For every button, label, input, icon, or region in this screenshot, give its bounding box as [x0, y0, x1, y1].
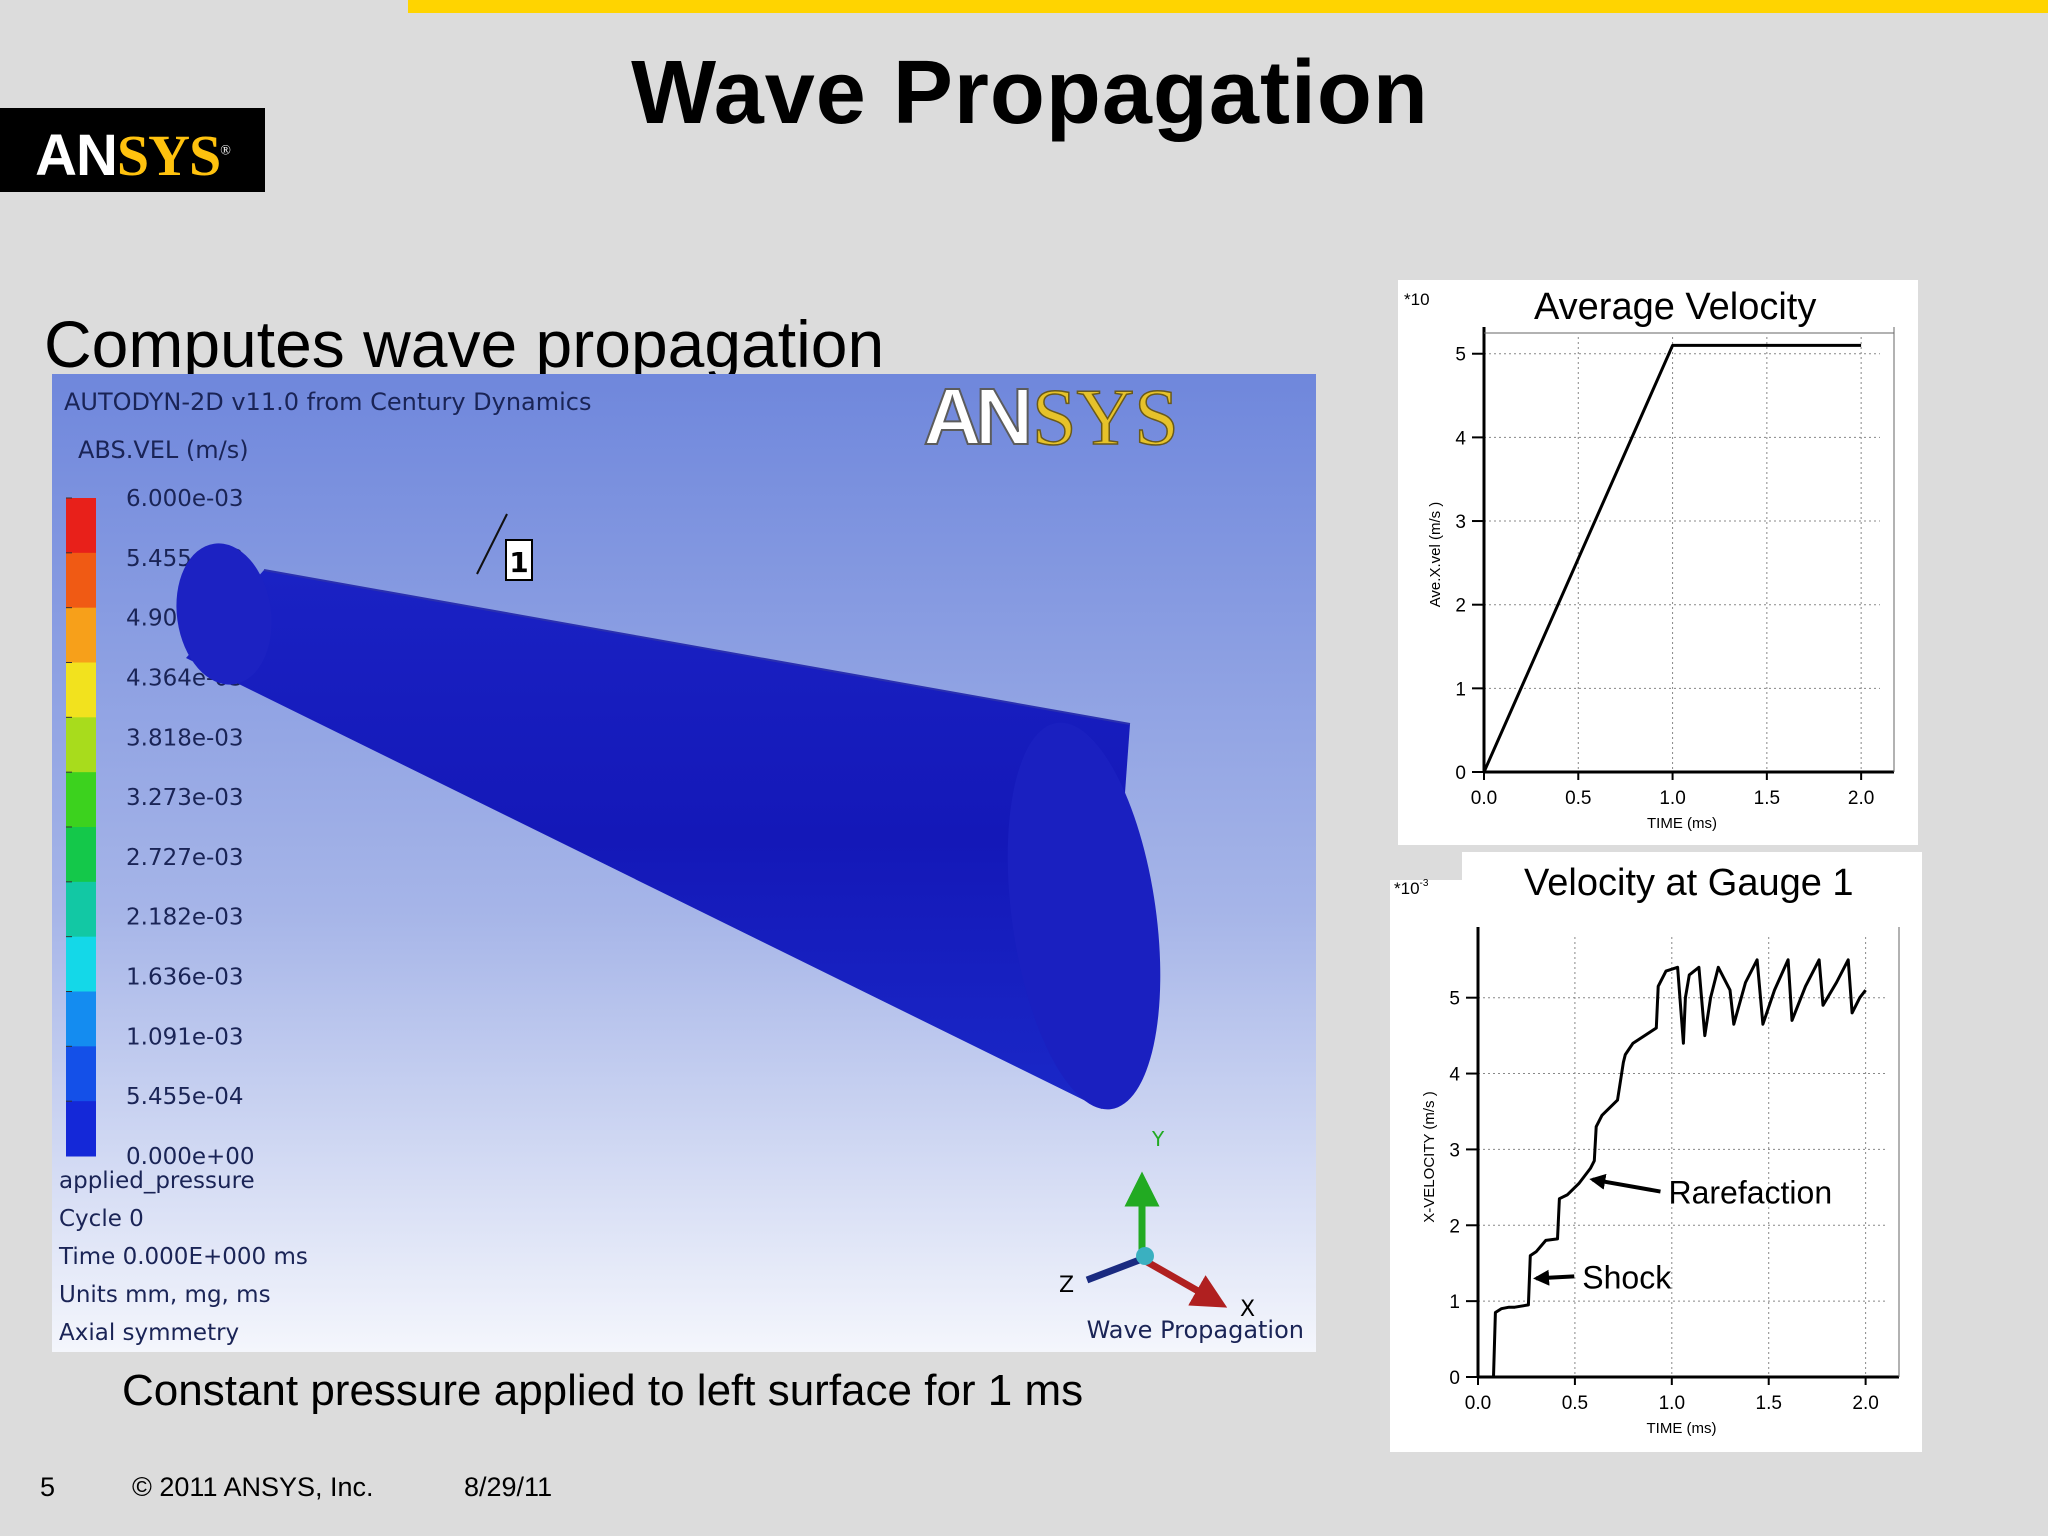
y-tick-label: 3: [1449, 1140, 1460, 1161]
gauge-velocity-chart: Velocity at Gauge 1 0.0 0.5 1.0 1.5 2.0 0 1 2 3 4…: [1390, 852, 1922, 1452]
legend-value-label: 2.727e-03: [126, 845, 244, 871]
average-velocity-chart: Average Velocity 0.0 0.5 1.0 1.5 2.0 0 1 2 3 4 5 TI…: [1398, 280, 1918, 845]
y-exponent: -3: [1420, 878, 1429, 889]
y-tick-label: 3: [1455, 512, 1466, 533]
y-tick-label: 2: [1455, 596, 1466, 617]
y-tick-label: 4: [1449, 1065, 1460, 1086]
legend-value-label: 0.000e+00: [126, 1144, 255, 1170]
y-axis-label: Ave.X.vel (m/s ): [1427, 502, 1444, 608]
cylinder-mesh: [176, 543, 1161, 1110]
simulation-view: AUTODYN-2D v11.0 from Century Dynamics A…: [52, 374, 1316, 1352]
gauge-label: 1: [509, 546, 528, 579]
simulation-info-line: Time 0.000E+000 ms: [58, 1244, 308, 1270]
simulation-footer-label: Wave Propagation: [1087, 1316, 1304, 1344]
chart-title: Velocity at Gauge 1: [1524, 862, 1854, 904]
logo-registered-mark: ®: [220, 143, 231, 159]
y-tick-label: 1: [1449, 1292, 1460, 1313]
simulation-info-line: Cycle 0: [59, 1206, 144, 1232]
legend-color-swatch: [66, 827, 96, 883]
x-tick-label: 1.5: [1756, 1393, 1782, 1414]
x-tick-label: 0.5: [1565, 788, 1591, 809]
legend-value-label: 1.636e-03: [126, 965, 244, 991]
legend-color-swatch: [66, 936, 96, 992]
x-tick-label: 2.0: [1848, 788, 1874, 809]
y-multiplier-label: *10-3: [1394, 878, 1429, 898]
legend-value-label: 2.182e-03: [126, 905, 244, 931]
legend-value-label: 6.000e-03: [126, 486, 244, 512]
slide-caption: Constant pressure applied to left surfac…: [122, 1366, 1084, 1415]
logo-part1: AN: [35, 123, 118, 188]
legend-value-label: 3.818e-03: [126, 725, 244, 751]
top-accent-bar: [408, 0, 2048, 13]
y-tick-label: 5: [1455, 345, 1466, 366]
legend-color-swatch: [66, 1046, 96, 1102]
legend-color-swatch: [66, 607, 96, 663]
simulation-info-line: Axial symmetry: [59, 1320, 239, 1346]
axis-label-y: Y: [1151, 1127, 1165, 1151]
chart-title: Average Velocity: [1534, 286, 1817, 328]
average-velocity-plot: 0.0 0.5 1.0 1.5 2.0 0 1 2 3 4 5 TIME (ms) Ave.X.vel …: [1404, 290, 1895, 832]
slide-subtitle: Computes wave propagation: [44, 307, 885, 381]
series-line: [1482, 343, 1862, 773]
legend-color-swatch: [66, 991, 96, 1047]
legend-color-swatch: [66, 552, 96, 609]
y-multiplier-label: *10: [1404, 290, 1430, 309]
annotation-label: Rarefaction: [1668, 1175, 1832, 1211]
gauge-marker: 1: [476, 513, 533, 581]
slide-title: Wave Propagation: [631, 43, 1429, 143]
annotation-label: Shock: [1582, 1259, 1672, 1295]
axis-label-z: Z: [1059, 1273, 1074, 1298]
x-tick-label: 0.5: [1562, 1393, 1588, 1414]
color-legend-bar: [66, 497, 96, 1157]
legend-color-swatch: [66, 662, 96, 718]
axis-label-x: X: [1240, 1297, 1255, 1322]
simulation-ansys-logo: AN SYS: [922, 374, 1179, 463]
simulation-info-line: applied_pressure: [59, 1168, 255, 1194]
y-tick-label: 2: [1449, 1216, 1460, 1237]
page-number: 5: [40, 1472, 56, 1502]
simulation-variable-label: ABS.VEL (m/s): [78, 436, 249, 464]
x-tick-label: 0.0: [1471, 788, 1497, 809]
legend-color-swatch: [66, 717, 96, 773]
y-axis-label: X-VELOCITY (m/s ): [1421, 1091, 1438, 1222]
y-tick-label: 0: [1455, 763, 1466, 784]
y-tick-label: 0: [1449, 1368, 1460, 1389]
logo-part2: SYS: [116, 123, 221, 188]
simulation-info: applied_pressure Cycle 0 Time 0.000E+000 m…: [58, 1168, 308, 1346]
x-tick-label: 1.0: [1659, 1393, 1685, 1414]
x-tick-label: 1.5: [1754, 788, 1780, 809]
axis-triad: Y Z X: [1059, 1127, 1255, 1322]
y-tick-label: 5: [1449, 989, 1460, 1010]
y-tick-label: 4: [1455, 428, 1466, 449]
x-tick-label: 1.0: [1659, 788, 1685, 809]
footer-date: 8/29/11: [464, 1472, 553, 1502]
simulation-info-line: Units mm, mg, ms: [59, 1282, 271, 1308]
legend-color-swatch: [66, 881, 96, 938]
x-axis-label: TIME (ms): [1647, 1420, 1717, 1437]
ansys-logo: ANSYS®: [0, 108, 265, 192]
y-tick-label: 1: [1455, 679, 1466, 700]
annotation-arrow: [1589, 1173, 1661, 1194]
legend-color-swatch: [66, 772, 96, 828]
svg-text:AN: AN: [923, 374, 1028, 461]
series-line: [1492, 958, 1867, 1378]
gauge-velocity-plot: 0.0 0.5 1.0 1.5 2.0 0 1 2 3 4 5 TIME (ms) X-VELOCITY…: [1394, 878, 1900, 1437]
legend-color-swatch: [66, 498, 96, 554]
x-tick-label: 2.0: [1852, 1393, 1878, 1414]
copyright: © 2011 ANSYS, Inc.: [132, 1472, 374, 1502]
x-axis-label: TIME (ms): [1647, 815, 1717, 832]
legend-color-swatch: [66, 1101, 96, 1157]
simulation-header: AUTODYN-2D v11.0 from Century Dynamics: [64, 388, 592, 416]
legend-value-label: 1.091e-03: [126, 1024, 244, 1050]
legend-value-label: 3.273e-03: [126, 785, 244, 811]
legend-value-label: 5.455e-04: [126, 1084, 244, 1110]
x-tick-label: 0.0: [1465, 1393, 1491, 1414]
annotation-arrow: [1533, 1269, 1575, 1286]
svg-text:SYS: SYS: [1032, 374, 1179, 462]
